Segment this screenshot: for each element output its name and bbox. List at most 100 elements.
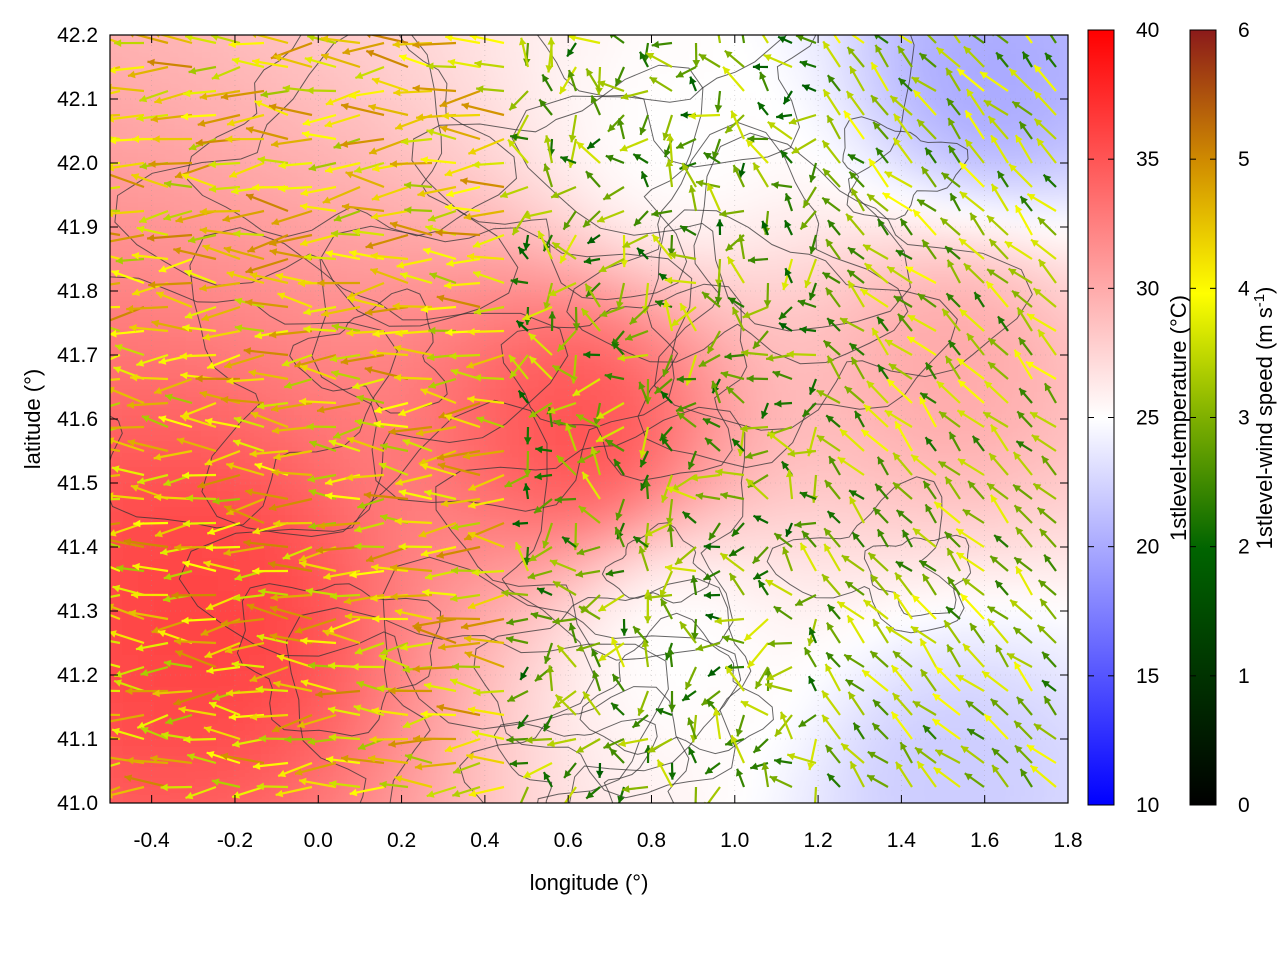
temperature-cell [490,287,507,304]
temperature-cell [378,623,395,640]
temperature-cell [538,575,555,592]
wind-arrow-head [114,679,122,687]
temperature-cell [602,239,619,256]
temperature-cell [234,623,251,640]
wind-arrow [130,35,169,45]
wind-arrow [110,209,145,218]
temperature-cell [378,607,395,624]
temperature-cell [522,287,539,304]
temperature-cell [698,719,715,736]
wind-arrow-head [91,320,99,327]
temperature-cell [1050,111,1067,128]
temperature-cell [250,143,267,160]
temperature-cell [110,783,123,800]
wind-arrow [147,58,193,69]
temperature-cell [826,719,843,736]
temperature-cell [522,255,539,272]
temperature-cell [426,719,443,736]
temperature-cell [1066,479,1068,496]
wind-arrow [133,519,169,528]
temperature-cell [762,383,779,400]
wind-arrow-head [202,333,211,341]
wind-arrow-head [234,573,243,582]
temperature-cell [906,703,923,720]
temperature-cell [810,575,827,592]
wind-vectors [91,35,1057,803]
wind-arrow [163,180,193,189]
temperature-cell [602,495,619,512]
wind-arrow [110,539,145,549]
wind-arrow [158,257,193,273]
temperature-cell [538,687,555,704]
temperature-cell [506,303,523,320]
temperature-cell [282,95,299,112]
temperature-cell [586,719,603,736]
temperature-cell [922,303,939,320]
temperature-cell [410,703,427,720]
temperature-cell [762,303,779,320]
temperature-cell [1002,271,1019,288]
wind-arrow-shaft [133,35,169,45]
temperature-cell [522,447,539,464]
wind-arrow-shaft [110,185,121,190]
temperature-cell [218,719,235,736]
temperature-cell [442,623,459,640]
temperature-cell [122,415,139,432]
wind-arrow [110,386,145,405]
wind-arrow-shaft [110,713,145,723]
temperature-cell [698,15,715,32]
wind-arrow-head [155,35,160,38]
temperature-cell [682,431,699,448]
temperature-cell [538,527,555,544]
temperature-cell [154,335,171,352]
temperature-cell [122,559,139,576]
wind-arrow [130,373,169,382]
wind-arrow-shaft [110,377,121,381]
temperature-cell [794,655,811,672]
temperature-cell [922,767,939,784]
wind-arrow-shaft [220,617,265,626]
wind-arrow-head [228,713,236,721]
temperature-cell [490,767,507,784]
temperature-cell [746,47,763,64]
temperature-cell [842,47,859,64]
temperature-cell [490,319,507,336]
temperature-cell [202,671,219,688]
wind-arrow-head [180,414,189,422]
temperature-cell [1018,591,1035,608]
temperature-cell [906,79,923,96]
temperature-cell [90,239,107,256]
temperature-cell [666,463,683,480]
temperature-cell [1066,383,1068,400]
wind-arrow [203,726,241,741]
temperature-cell [1066,287,1068,304]
temperature-cell [458,239,475,256]
temperature-cell [906,687,923,704]
wind-arrow [153,377,193,395]
temperature-cell [346,399,363,416]
temperature-cell [570,207,587,224]
temperature-cell [554,335,571,352]
temperature-cell [954,431,971,448]
wind-arrow-head [102,238,110,246]
wind-arrow-head [181,173,190,181]
temperature-cell [746,111,763,128]
wind-arrow-head [195,138,204,147]
wind-arrow-head [163,572,172,581]
temperature-cell [666,447,683,464]
temperature-cell [1002,47,1019,64]
temperature-cell [1002,559,1019,576]
temperature-cell [954,799,971,803]
temperature-cell [1002,495,1019,512]
temperature-cell [682,143,699,160]
wind-arrow-head [150,754,158,763]
temperature-cell [618,703,635,720]
wind-arrow-head [110,163,114,172]
temperature-cell [110,767,123,784]
wind-arrow [211,65,241,80]
temperature-cell [906,479,923,496]
temperature-cell [426,799,443,803]
temperature-cell [778,47,795,64]
wind-arrow [180,112,217,121]
temperature-cell [842,35,859,48]
